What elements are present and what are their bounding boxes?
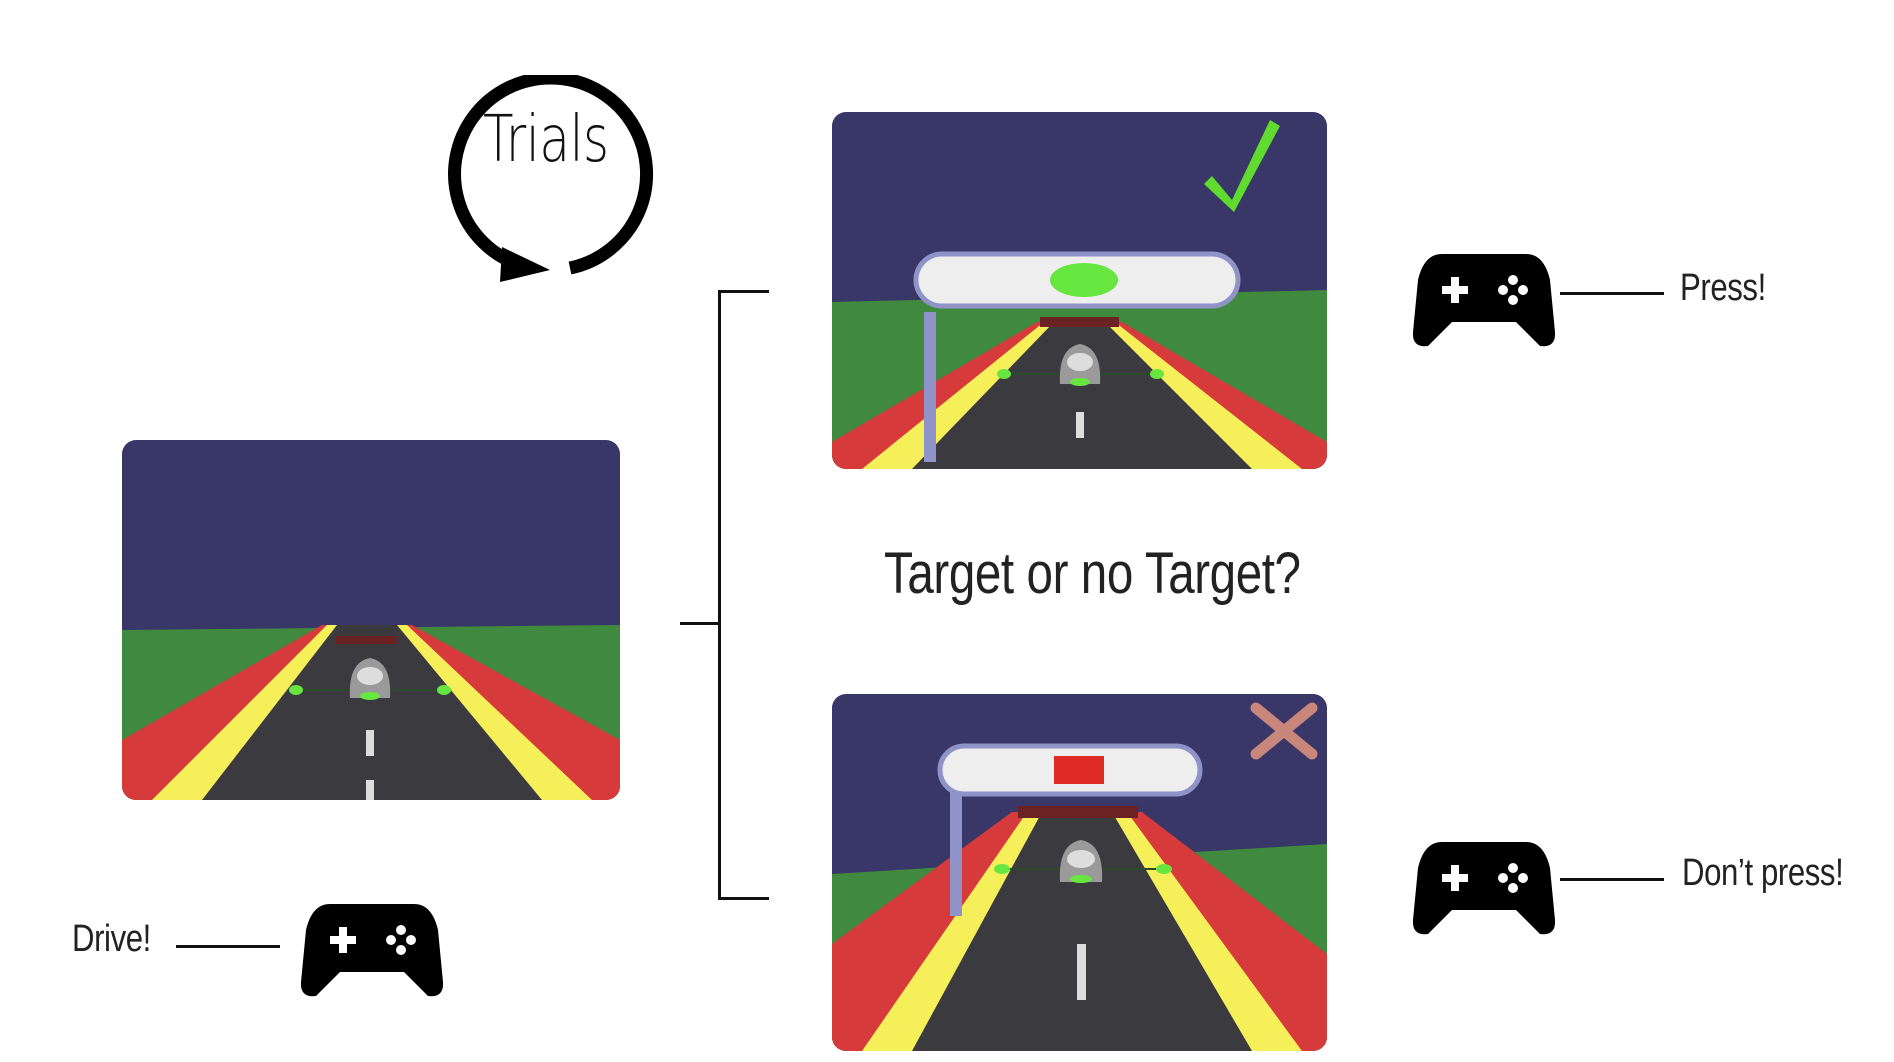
check-icon [1204, 120, 1280, 212]
target-scene [832, 112, 1327, 469]
trials-label: Trials [483, 103, 609, 177]
drive-connector-line [176, 945, 280, 948]
drive-label: Drive! [72, 918, 151, 960]
trials-cycle-arrow-icon [448, 75, 654, 282]
question-text: Target or no Target? [884, 541, 1301, 606]
branch-bracket [718, 290, 769, 900]
dont-press-connector-line [1560, 878, 1664, 881]
drive-gamepad-icon [300, 904, 444, 997]
baseline-driving-scene [122, 440, 620, 800]
dont-press-gamepad-icon [1412, 842, 1556, 935]
dont-press-label: Don’t press! [1682, 852, 1844, 894]
branch-stem-line [680, 622, 720, 625]
cross-icon [1250, 702, 1318, 760]
press-gamepad-icon [1412, 254, 1556, 347]
no-target-scene [832, 694, 1327, 1051]
press-label: Press! [1680, 267, 1766, 309]
press-connector-line [1560, 292, 1664, 295]
